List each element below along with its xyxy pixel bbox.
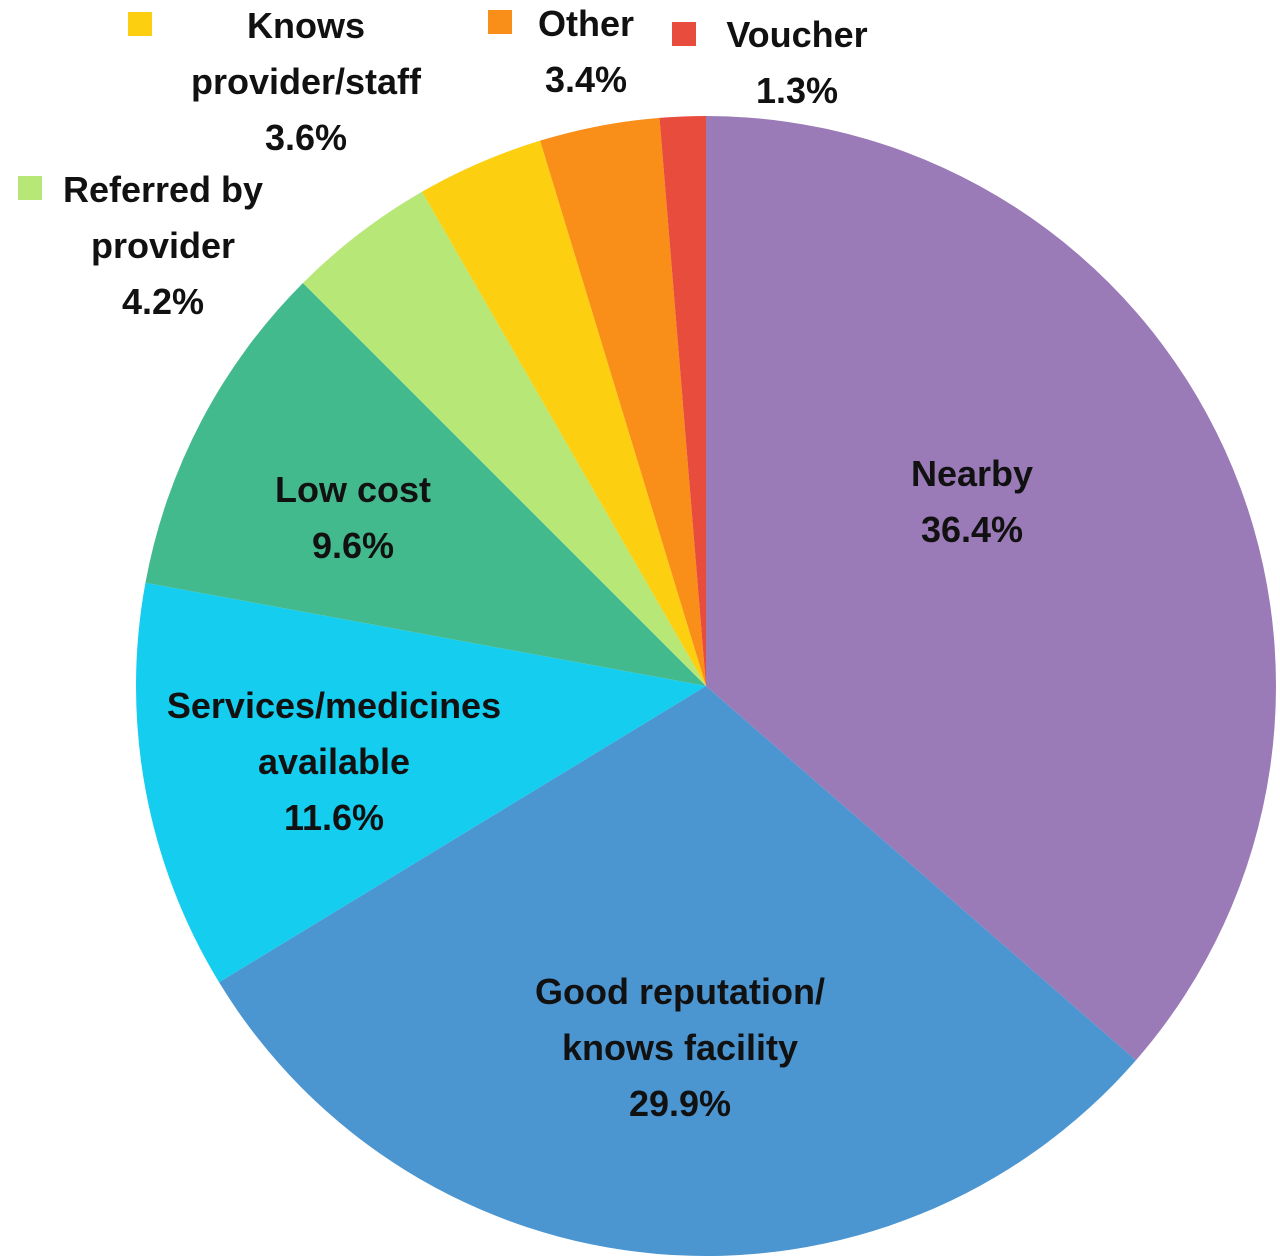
slice-category-label: provider/staff	[191, 61, 422, 102]
slice-category-label: Services/medicines	[167, 685, 501, 726]
pie-slice-services-medicines-available	[136, 582, 706, 983]
slice-category-label: Good reputation/	[535, 971, 825, 1012]
pie-slice-nearby	[706, 116, 1276, 1061]
slice-category-label: available	[258, 741, 410, 782]
slice-category-label: Low cost	[275, 469, 431, 510]
slice-category-label: Nearby	[911, 453, 1033, 494]
slice-value-label: 1.3%	[756, 70, 838, 111]
slice-label-referred-by-provider: Referred by provider 4.2%	[63, 169, 263, 322]
slice-label-nearby: Nearby 36.4%	[911, 453, 1033, 550]
slice-value-label: 3.4%	[545, 59, 627, 100]
slice-value-label: 9.6%	[312, 525, 394, 566]
slice-value-label: 36.4%	[921, 509, 1023, 550]
pie-slice-other	[540, 117, 706, 686]
pie-slices	[136, 116, 1276, 1256]
pie-slice-knows-provider-staff	[422, 140, 706, 687]
slice-label-knows-provider-staff: Knows provider/staff 3.6%	[191, 5, 422, 158]
slice-labels: Nearby 36.4% Good reputation/knows facilit…	[63, 3, 1033, 1124]
slice-category-label: Knows	[247, 5, 365, 46]
slice-label-low-cost: Low cost 9.6%	[275, 469, 431, 566]
slice-value-label: 29.9%	[629, 1083, 731, 1124]
legend-markers	[18, 10, 696, 200]
pie-slice-voucher	[659, 116, 706, 686]
slice-value-label: 11.6%	[284, 797, 384, 838]
legend-marker-referred-by-provider	[18, 176, 42, 200]
slice-label-good-reputation-knows-facility: Good reputation/knows facility 29.9%	[535, 971, 825, 1124]
slice-label-services-medicines-available: Services/medicines available 11.6%	[167, 685, 501, 838]
slice-category-label: Referred by	[63, 169, 263, 210]
pie-slice-referred-by-provider	[302, 191, 706, 686]
legend-marker-knows-provider-staff	[128, 12, 152, 36]
slice-category-label: Voucher	[726, 14, 867, 55]
slice-category-label: provider	[91, 225, 235, 266]
pie-slice-good-reputation-knows-facility	[219, 686, 1136, 1256]
slice-label-other: Other 3.4%	[538, 3, 634, 100]
pie-slice-low-cost	[145, 282, 706, 686]
slice-category-label: knows facility	[562, 1027, 798, 1068]
slice-label-voucher: Voucher 1.3%	[726, 14, 867, 111]
slice-category-label: Other	[538, 3, 634, 44]
legend-marker-voucher	[672, 22, 696, 46]
slice-value-label: 4.2%	[122, 281, 204, 322]
legend-marker-other	[488, 10, 512, 34]
slice-value-label: 3.6%	[265, 117, 347, 158]
